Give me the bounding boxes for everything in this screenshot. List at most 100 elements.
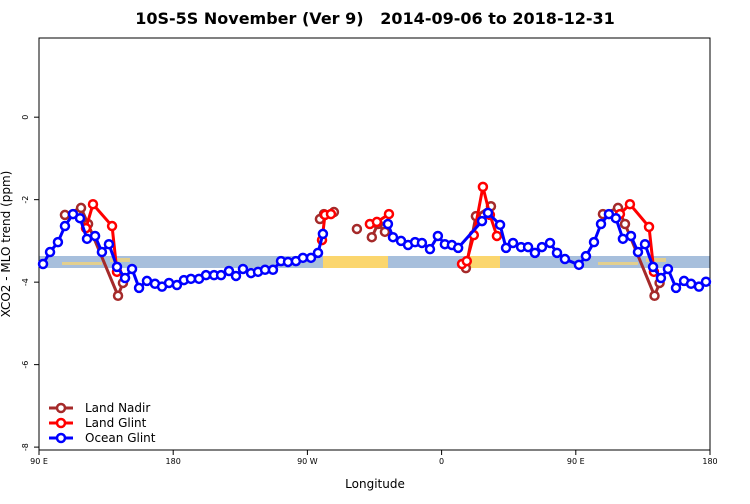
point — [619, 218, 631, 230]
point — [595, 218, 607, 230]
point — [647, 261, 659, 273]
point — [476, 215, 488, 227]
point — [171, 279, 183, 291]
point — [693, 281, 705, 292]
point — [230, 270, 242, 282]
point — [223, 265, 235, 277]
point — [366, 231, 378, 243]
point — [477, 181, 489, 193]
x-tick-label: 90 E — [30, 457, 48, 466]
point — [81, 233, 93, 245]
point — [119, 272, 131, 284]
point — [96, 246, 108, 258]
point — [482, 207, 494, 219]
point — [625, 230, 637, 242]
legend-marker — [55, 402, 67, 414]
point — [639, 238, 651, 250]
point — [416, 237, 428, 249]
legend-marker — [55, 432, 67, 444]
plot-frame — [38, 37, 711, 451]
y-tick-label: -4 — [21, 278, 30, 286]
point — [200, 269, 212, 281]
land-strip — [62, 262, 102, 265]
x-tick-label: 180 — [166, 457, 181, 466]
point — [237, 263, 249, 275]
x-tick-label: 180 — [702, 457, 717, 466]
point — [452, 242, 464, 254]
point — [559, 253, 571, 265]
point — [215, 269, 227, 281]
chart-title: 10S-5S November (Ver 9) 2014-09-06 to 20… — [135, 9, 615, 28]
point — [133, 282, 145, 294]
point — [351, 223, 363, 235]
point — [103, 238, 115, 250]
point — [383, 208, 395, 220]
point — [126, 263, 138, 275]
y-tick-label: -2 — [21, 196, 30, 204]
point — [551, 247, 563, 259]
legend-label: Ocean Glint — [85, 431, 156, 445]
x-tick-label: 90 E — [567, 457, 585, 466]
point — [643, 221, 655, 233]
point — [424, 243, 436, 255]
land-strip — [598, 262, 638, 265]
point — [432, 230, 444, 242]
y-tick-label: -6 — [21, 361, 30, 369]
point — [106, 220, 118, 232]
point — [87, 198, 99, 210]
point — [111, 261, 123, 273]
point — [522, 241, 534, 253]
legend-label: Land Nadir — [85, 401, 150, 415]
point — [491, 230, 503, 242]
point — [700, 276, 712, 287]
point — [507, 237, 519, 249]
point — [312, 247, 324, 259]
point — [544, 237, 556, 249]
point — [461, 255, 473, 267]
point — [387, 231, 399, 243]
y-tick-label: 0 — [21, 115, 30, 120]
point — [371, 216, 383, 228]
point — [75, 202, 87, 214]
point — [59, 209, 71, 221]
land-strip — [470, 256, 500, 268]
land-strip — [323, 256, 388, 268]
point — [624, 198, 636, 210]
x-tick-label: 0 — [439, 457, 444, 466]
point — [494, 219, 506, 231]
legend-label: Land Glint — [85, 416, 147, 430]
point — [305, 252, 317, 264]
point — [37, 258, 49, 270]
x-axis-title: Longitude — [345, 477, 405, 491]
point — [297, 252, 309, 264]
point — [89, 230, 101, 242]
point — [617, 233, 629, 245]
point — [325, 208, 337, 220]
legend-marker — [55, 417, 67, 429]
point — [536, 241, 548, 253]
point — [74, 212, 86, 224]
point — [662, 263, 674, 275]
point — [141, 275, 153, 287]
x-tick-label: 90 W — [297, 457, 318, 466]
point — [267, 264, 279, 276]
point — [632, 246, 644, 258]
point — [649, 290, 660, 302]
point — [610, 212, 622, 224]
point — [317, 228, 329, 240]
point — [382, 218, 394, 230]
y-axis-title: XCO2 - MLO trend (ppm) — [0, 171, 13, 318]
point — [500, 242, 512, 254]
land-strip — [110, 258, 130, 262]
land-strip — [646, 258, 666, 262]
point — [580, 250, 592, 262]
point — [655, 272, 667, 284]
point — [588, 236, 600, 248]
point — [44, 246, 56, 258]
point — [670, 282, 682, 294]
point — [59, 220, 71, 232]
point — [529, 247, 541, 259]
y-tick-label: -8 — [21, 443, 30, 451]
